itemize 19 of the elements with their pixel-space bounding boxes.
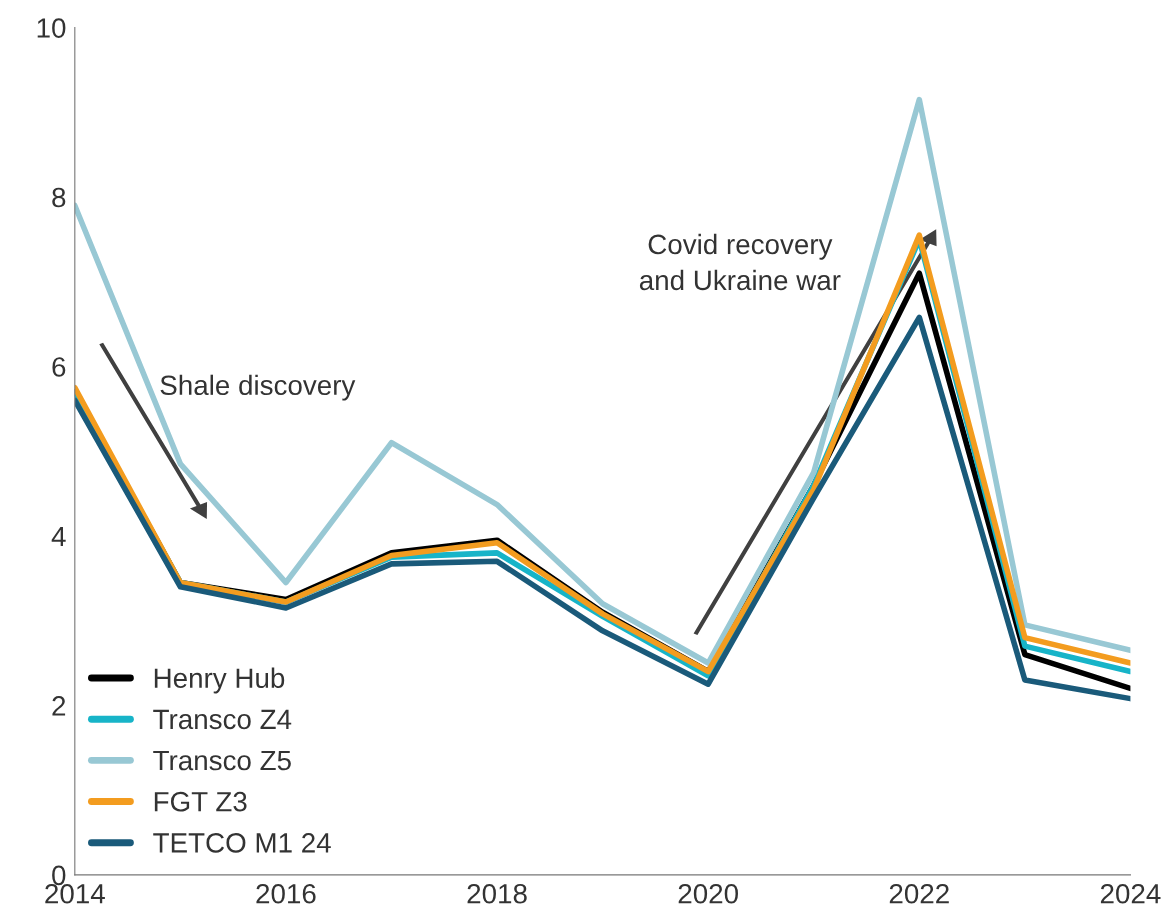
x-tick-label: 2022 [889,883,949,904]
annotation: Shale discovery [160,374,356,401]
x-tick-label: 2016 [256,883,316,904]
x-tick-label: 2024 [1100,883,1161,904]
x-tick-label: 2018 [467,883,527,904]
y-tick-label: 4 [51,526,66,546]
y-tick-label: 10 [37,18,66,38]
x-tick-label: 2020 [678,883,738,904]
y-tick-label: 6 [52,357,66,377]
y-tick-label: 2 [52,696,66,716]
y-tick-label: 8 [52,187,66,208]
legend-label: FGT Z3 [154,791,247,812]
y-tick-label: 0 [52,865,66,886]
legend-label: Transco Z5 [153,750,291,771]
legend-label: Henry Hub [154,667,285,694]
annotation: Covid recovery and Ukraine war [639,233,841,291]
legend-label: TETCO M1 24 [153,833,331,853]
legend-label: Transco Z4 [153,709,292,730]
x-tick-label: 2014 [45,883,105,904]
